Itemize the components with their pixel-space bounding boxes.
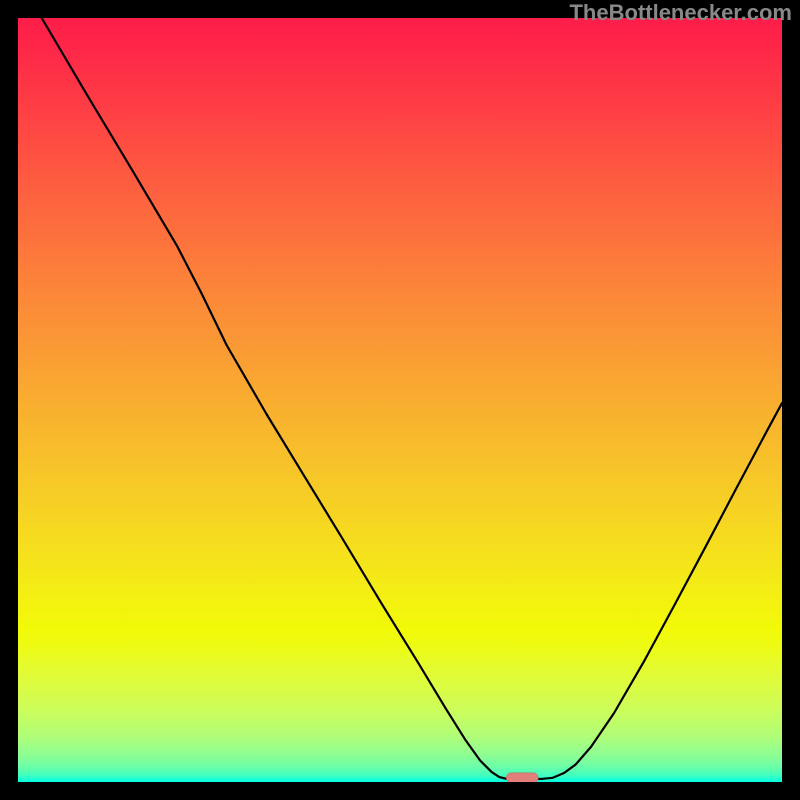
watermark-text: TheBottlenecker.com — [569, 0, 792, 26]
optimal-marker — [506, 773, 538, 782]
chart-container: TheBottlenecker.com — [0, 0, 800, 800]
plot-area — [18, 18, 782, 782]
chart-svg — [18, 18, 782, 782]
gradient-background — [18, 18, 782, 782]
